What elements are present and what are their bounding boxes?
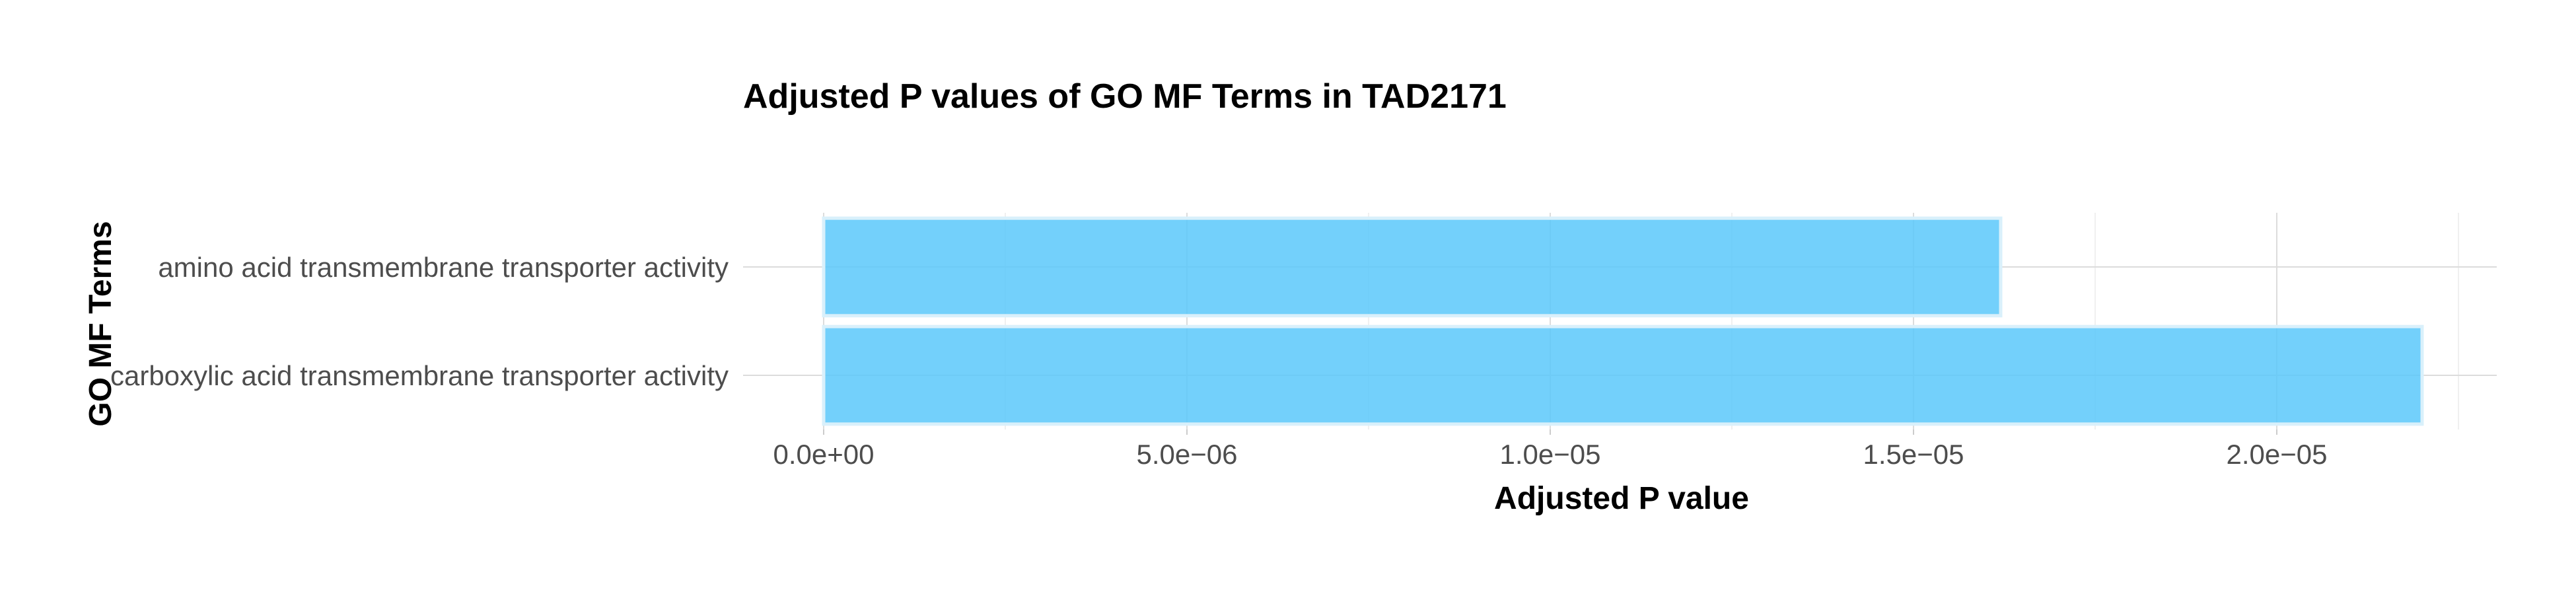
x-tick-label: 5.0e−06 [1137, 439, 1238, 470]
y-tick-label: carboxylic acid transmembrane transporte… [110, 360, 729, 391]
x-tick-label: 0.0e+00 [773, 439, 875, 470]
axis-ticks: amino acid transmembrane transporter act… [110, 252, 2328, 470]
bar [822, 216, 2003, 318]
y-axis-title: GO MF Terms [83, 221, 118, 426]
y-tick-label: amino acid transmembrane transporter act… [158, 252, 729, 283]
x-tick-label: 2.0e−05 [2227, 439, 2328, 470]
x-tick-label: 1.5e−05 [1863, 439, 1964, 470]
x-tick-label: 1.0e−05 [1500, 439, 1601, 470]
x-axis-title: Adjusted P value [1494, 481, 1749, 516]
chart-title: Adjusted P values of GO MF Terms in TAD2… [743, 77, 1507, 116]
bar [822, 324, 2424, 426]
bars [822, 216, 2424, 426]
